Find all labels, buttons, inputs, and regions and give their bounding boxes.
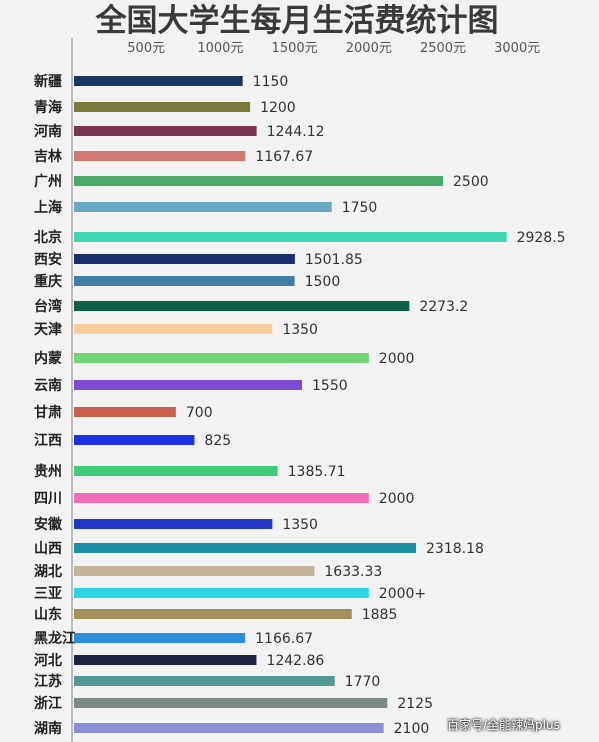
value-label: 2318.18 xyxy=(426,541,484,557)
x-tick-label: 2000元 xyxy=(346,41,392,56)
value-label: 1244.12 xyxy=(267,124,325,140)
value-label: 1633.33 xyxy=(324,564,382,580)
category-label: 上海 xyxy=(34,199,62,216)
value-label: 1501.85 xyxy=(305,252,363,268)
value-label: 1166.67 xyxy=(255,631,313,647)
category-label: 广州 xyxy=(34,173,62,190)
bar xyxy=(74,151,246,161)
value-label: 2000+ xyxy=(379,586,426,602)
bar xyxy=(74,407,176,417)
value-label: 1242.86 xyxy=(266,653,324,669)
bar xyxy=(74,232,507,242)
value-label: 1550 xyxy=(312,378,348,394)
bar xyxy=(74,543,417,553)
value-label: 2273.2 xyxy=(419,299,468,315)
bar xyxy=(74,493,369,503)
bar xyxy=(74,723,384,733)
bar xyxy=(74,380,303,390)
x-tick-label: 500元 xyxy=(127,41,165,56)
category-label: 云南 xyxy=(34,377,62,394)
value-label: 1750 xyxy=(342,200,378,216)
category-label: 山东 xyxy=(34,606,62,623)
bar xyxy=(74,698,388,708)
bar xyxy=(74,102,251,112)
chart-title: 全国大学生每月生活费统计图 xyxy=(95,3,499,39)
bar xyxy=(74,633,246,643)
category-label: 湖北 xyxy=(34,564,62,580)
category-label: 四川 xyxy=(34,491,62,507)
category-label: 江苏 xyxy=(34,673,62,690)
x-tick-label: 2500元 xyxy=(420,41,466,56)
category-label: 河北 xyxy=(34,652,62,669)
value-label: 1350 xyxy=(282,322,318,338)
value-label: 700 xyxy=(186,405,213,421)
x-tick-label: 1000元 xyxy=(197,41,243,56)
x-tick-label: 3000元 xyxy=(494,41,540,56)
value-label: 1770 xyxy=(345,674,381,690)
bar xyxy=(74,588,369,598)
category-label: 天津 xyxy=(34,321,62,338)
bar xyxy=(74,324,273,334)
bar xyxy=(74,466,278,476)
bar xyxy=(74,353,369,363)
value-label: 2125 xyxy=(397,696,433,712)
bar xyxy=(74,276,295,286)
category-label: 江西 xyxy=(34,432,62,449)
value-label: 1150 xyxy=(253,74,289,90)
category-label: 内蒙 xyxy=(34,350,62,367)
category-label: 山西 xyxy=(34,541,62,557)
bars-group: 新疆 1150 青海 1200 河南 1244.12 吉林 1167.67 广州 2500 上海 17… xyxy=(34,73,566,737)
value-label: 2500 xyxy=(453,174,489,190)
category-label: 湖南 xyxy=(34,720,62,737)
bar xyxy=(74,254,295,264)
value-label: 2100 xyxy=(394,721,430,737)
value-label: 1167.67 xyxy=(255,149,313,165)
value-label: 2000 xyxy=(379,491,415,507)
watermark: 百家号/全能辣妈plus xyxy=(447,718,560,732)
bar xyxy=(74,76,243,86)
value-label: 1885 xyxy=(362,607,398,623)
value-label: 1350 xyxy=(282,517,318,533)
category-label: 浙江 xyxy=(34,695,62,712)
category-label: 新疆 xyxy=(34,73,62,90)
category-label: 贵州 xyxy=(34,463,62,480)
bar xyxy=(74,676,335,686)
bar xyxy=(74,519,273,529)
bar xyxy=(74,566,315,576)
bar xyxy=(74,176,443,186)
value-label: 2000 xyxy=(379,351,415,367)
bar xyxy=(74,126,257,136)
value-label: 2928.5 xyxy=(517,230,566,246)
value-label: 1500 xyxy=(305,274,341,290)
value-label: 825 xyxy=(204,433,231,449)
x-axis-ticks: 500元 1000元 1500元 2000元 2500元 3000元 xyxy=(127,41,540,56)
category-label: 台湾 xyxy=(34,298,62,315)
bar xyxy=(74,301,410,311)
category-label: 黑龙江 xyxy=(34,630,76,647)
category-label: 吉林 xyxy=(34,148,62,165)
category-label: 安徽 xyxy=(34,516,63,533)
category-label: 河南 xyxy=(34,123,62,140)
category-label: 甘肃 xyxy=(34,404,62,421)
category-label: 青海 xyxy=(34,99,62,116)
bar xyxy=(74,655,257,665)
category-label: 重庆 xyxy=(34,273,62,290)
category-label: 三亚 xyxy=(34,586,62,602)
bar xyxy=(74,435,195,445)
bar xyxy=(74,609,352,619)
x-tick-label: 1500元 xyxy=(272,41,318,56)
value-label: 1200 xyxy=(260,100,296,116)
bar xyxy=(74,202,332,212)
value-label: 1385.71 xyxy=(288,464,346,480)
category-label: 北京 xyxy=(34,229,62,246)
category-label: 西安 xyxy=(34,251,62,268)
